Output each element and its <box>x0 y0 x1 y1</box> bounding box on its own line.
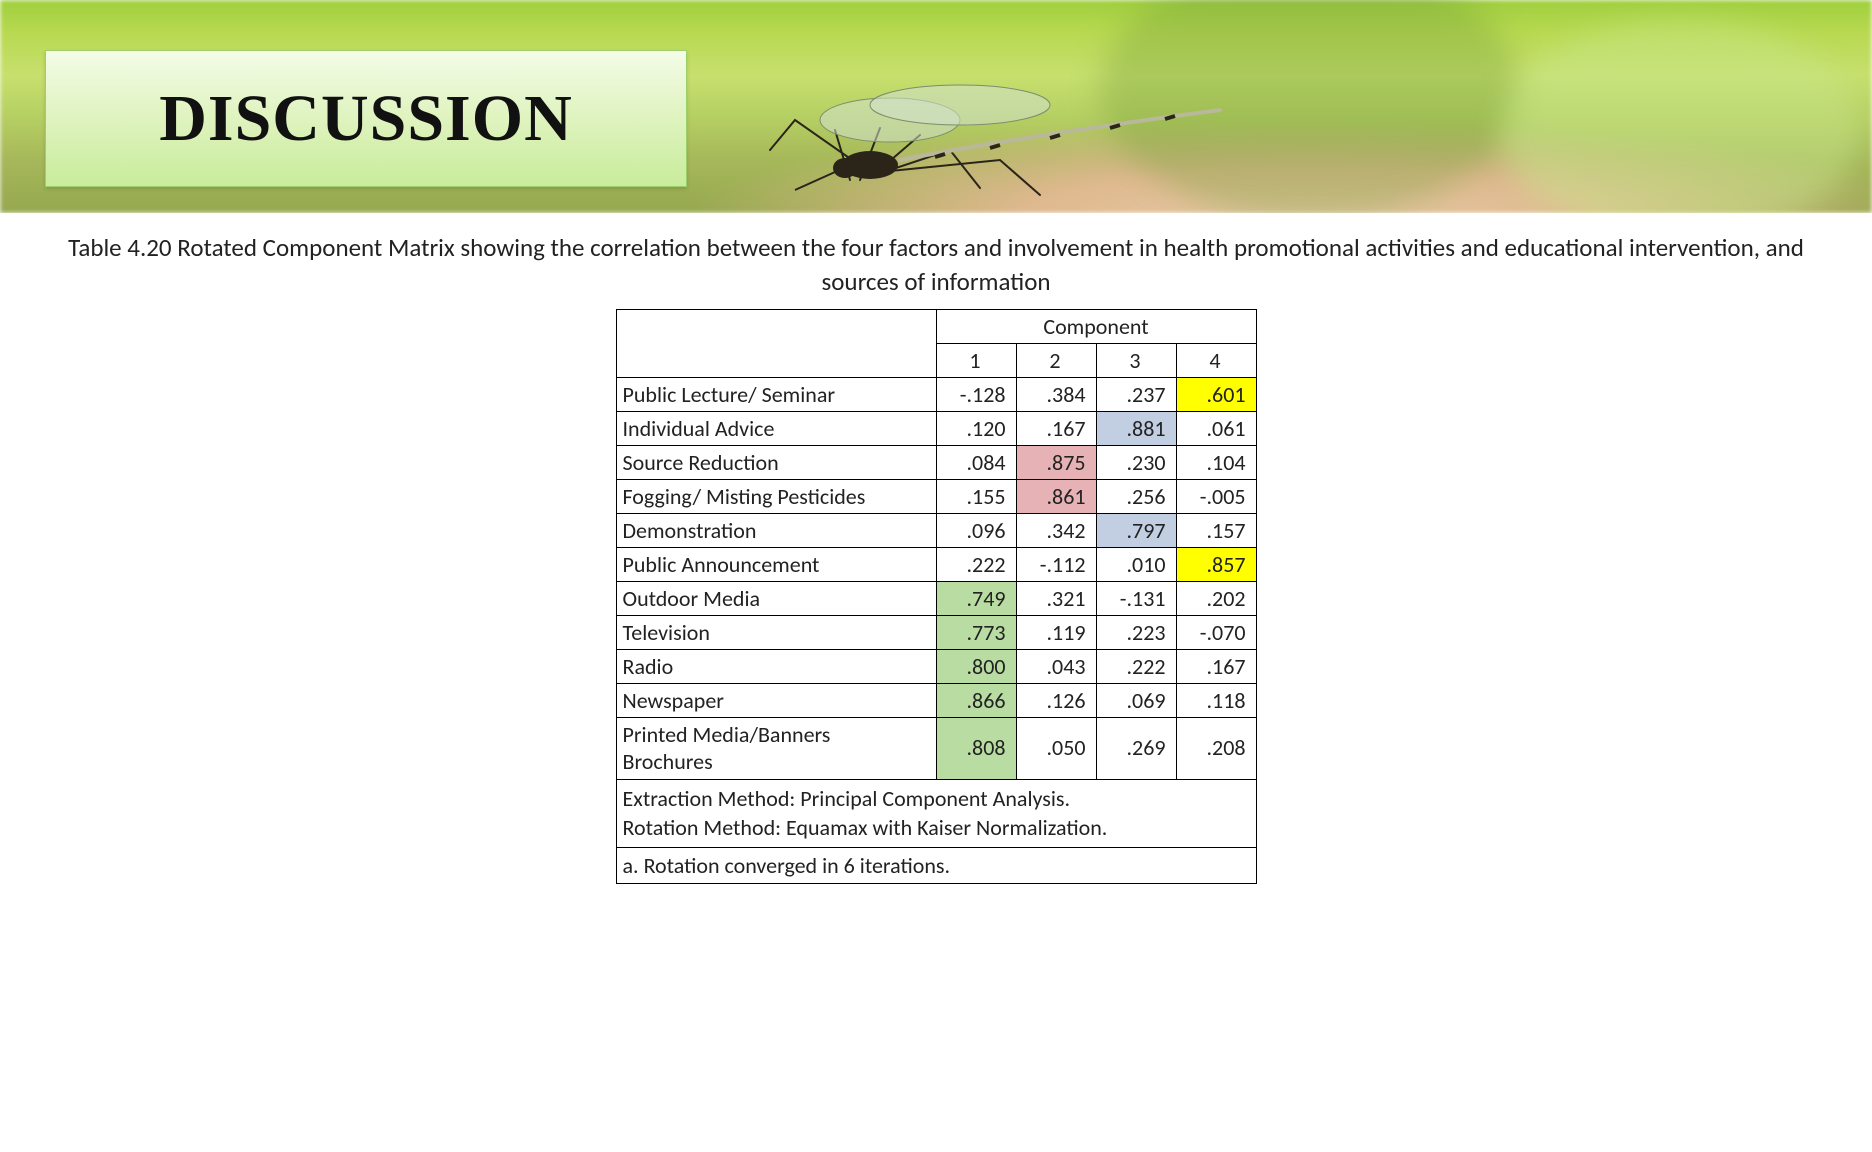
cell: .342 <box>1016 513 1096 547</box>
cell: -.005 <box>1176 479 1256 513</box>
cell: .120 <box>936 411 1016 445</box>
page-title: DISCUSSION <box>159 81 572 157</box>
cell: .866 <box>936 683 1016 717</box>
cell: .601 <box>1176 377 1256 411</box>
cell: .155 <box>936 479 1016 513</box>
row-label: Fogging/ Misting Pesticides <box>616 479 936 513</box>
footer-methods: Extraction Method: Principal Component A… <box>616 779 1256 847</box>
cell: -.112 <box>1016 547 1096 581</box>
cell: .881 <box>1096 411 1176 445</box>
table-caption: Table 4.20 Rotated Component Matrix show… <box>36 231 1836 299</box>
cell: .800 <box>936 649 1016 683</box>
cell: .208 <box>1176 717 1256 779</box>
cell: .797 <box>1096 513 1176 547</box>
table-row: Outdoor Media.749.321-.131.202 <box>616 581 1256 615</box>
cell: .237 <box>1096 377 1176 411</box>
header-blank <box>616 309 936 377</box>
cell: -.128 <box>936 377 1016 411</box>
table-row: Demonstration.096.342.797.157 <box>616 513 1256 547</box>
cell: .043 <box>1016 649 1096 683</box>
table-row: Source Reduction.084.875.230.104 <box>616 445 1256 479</box>
cell: .010 <box>1096 547 1176 581</box>
table-row: Television.773.119.223-.070 <box>616 615 1256 649</box>
cell: .069 <box>1096 683 1176 717</box>
table-wrapper: Component 1234 Public Lecture/ Seminar-.… <box>0 309 1872 884</box>
cell: .861 <box>1016 479 1096 513</box>
header-col: 2 <box>1016 343 1096 377</box>
cell: .269 <box>1096 717 1176 779</box>
row-label: Demonstration <box>616 513 936 547</box>
table-row: Public Announcement.222-.112.010.857 <box>616 547 1256 581</box>
component-matrix-table: Component 1234 Public Lecture/ Seminar-.… <box>616 309 1257 884</box>
table-row: Public Lecture/ Seminar-.128.384.237.601 <box>616 377 1256 411</box>
cell: .104 <box>1176 445 1256 479</box>
cell: .202 <box>1176 581 1256 615</box>
table-row: Radio.800.043.222.167 <box>616 649 1256 683</box>
cell: .222 <box>1096 649 1176 683</box>
cell: .256 <box>1096 479 1176 513</box>
table-body: Public Lecture/ Seminar-.128.384.237.601… <box>616 377 1256 779</box>
cell: .167 <box>1016 411 1096 445</box>
header-col: 3 <box>1096 343 1176 377</box>
cell: .118 <box>1176 683 1256 717</box>
row-label: Outdoor Media <box>616 581 936 615</box>
cell: .223 <box>1096 615 1176 649</box>
cell: .119 <box>1016 615 1096 649</box>
table-footer: Extraction Method: Principal Component A… <box>616 779 1256 883</box>
cell: .875 <box>1016 445 1096 479</box>
footer-note: a. Rotation converged in 6 iterations. <box>616 847 1256 883</box>
header-col: 1 <box>936 343 1016 377</box>
row-label: Radio <box>616 649 936 683</box>
header-col: 4 <box>1176 343 1256 377</box>
cell: .230 <box>1096 445 1176 479</box>
cell: .167 <box>1176 649 1256 683</box>
cell: -.131 <box>1096 581 1176 615</box>
cell: .050 <box>1016 717 1096 779</box>
cell: .857 <box>1176 547 1256 581</box>
cell: .749 <box>936 581 1016 615</box>
row-label: Source Reduction <box>616 445 936 479</box>
cell: .126 <box>1016 683 1096 717</box>
row-label: Newspaper <box>616 683 936 717</box>
cell: .061 <box>1176 411 1256 445</box>
table-head: Component 1234 <box>616 309 1256 377</box>
bokeh-blob <box>1100 0 1520 213</box>
table-row: Individual Advice.120.167.881.061 <box>616 411 1256 445</box>
banner: DISCUSSION <box>0 0 1872 213</box>
cell: .096 <box>936 513 1016 547</box>
row-label: Television <box>616 615 936 649</box>
title-plate: DISCUSSION <box>45 50 687 187</box>
cell: .084 <box>936 445 1016 479</box>
cell: .384 <box>1016 377 1096 411</box>
footer-note-row: a. Rotation converged in 6 iterations. <box>616 847 1256 883</box>
footer-methods-row: Extraction Method: Principal Component A… <box>616 779 1256 847</box>
table-row: Newspaper.866.126.069.118 <box>616 683 1256 717</box>
header-component: Component <box>936 309 1256 343</box>
table-row: Fogging/ Misting Pesticides.155.861.256-… <box>616 479 1256 513</box>
cell: .321 <box>1016 581 1096 615</box>
row-label: Individual Advice <box>616 411 936 445</box>
cell: .773 <box>936 615 1016 649</box>
cell: .808 <box>936 717 1016 779</box>
row-label: Printed Media/BannersBrochures <box>616 717 936 779</box>
row-label: Public Announcement <box>616 547 936 581</box>
table-row: Printed Media/BannersBrochures.808.050.2… <box>616 717 1256 779</box>
cell: -.070 <box>1176 615 1256 649</box>
cell: .222 <box>936 547 1016 581</box>
cell: .157 <box>1176 513 1256 547</box>
table-header-row-1: Component <box>616 309 1256 343</box>
row-label: Public Lecture/ Seminar <box>616 377 936 411</box>
